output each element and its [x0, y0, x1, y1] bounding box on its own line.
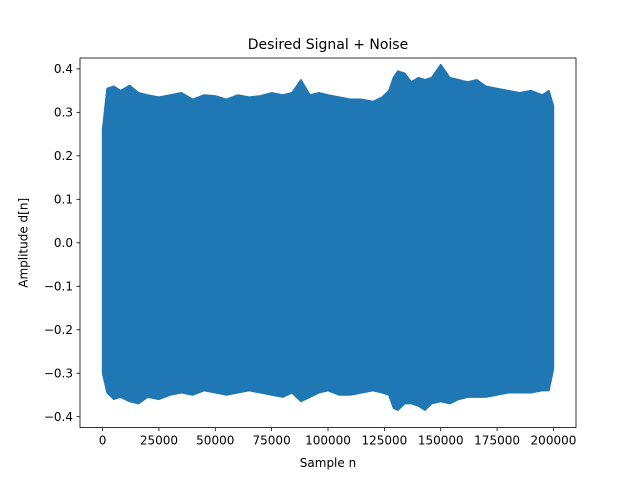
y-tick-label: 0.1 [54, 193, 73, 207]
x-tick-label: 125000 [361, 434, 407, 448]
plot-area [101, 63, 555, 411]
y-tick-label: 0.0 [54, 236, 73, 250]
y-axis-label: Amplitude d[n] [17, 198, 31, 288]
signal-trace [101, 63, 555, 411]
y-tick-label: 0.4 [54, 62, 73, 76]
y-tick-label: 0.3 [54, 106, 73, 120]
x-tick-label: 0 [99, 434, 107, 448]
y-tick-label: −0.3 [44, 367, 73, 381]
x-tick-label: 100000 [305, 434, 351, 448]
chart-title: Desired Signal + Noise [248, 37, 408, 53]
x-axis: 0 25000 50000 75000 100000 125000 150000 175000… [99, 427, 577, 448]
x-tick-label: 200000 [531, 434, 577, 448]
x-tick-label: 75000 [253, 434, 291, 448]
x-tick-label: 25000 [140, 434, 178, 448]
x-tick-label: 175000 [474, 434, 520, 448]
y-axis: −0.4 −0.3 −0.2 −0.1 0.0 0.1 0.2 0.3 0.4 [44, 62, 80, 424]
x-tick-label: 50000 [196, 434, 234, 448]
y-tick-label: −0.4 [44, 410, 73, 424]
x-axis-label: Sample n [300, 456, 356, 470]
x-tick-label: 150000 [418, 434, 464, 448]
y-tick-label: 0.2 [54, 149, 73, 163]
y-tick-label: −0.2 [44, 323, 73, 337]
y-tick-label: −0.1 [44, 280, 73, 294]
